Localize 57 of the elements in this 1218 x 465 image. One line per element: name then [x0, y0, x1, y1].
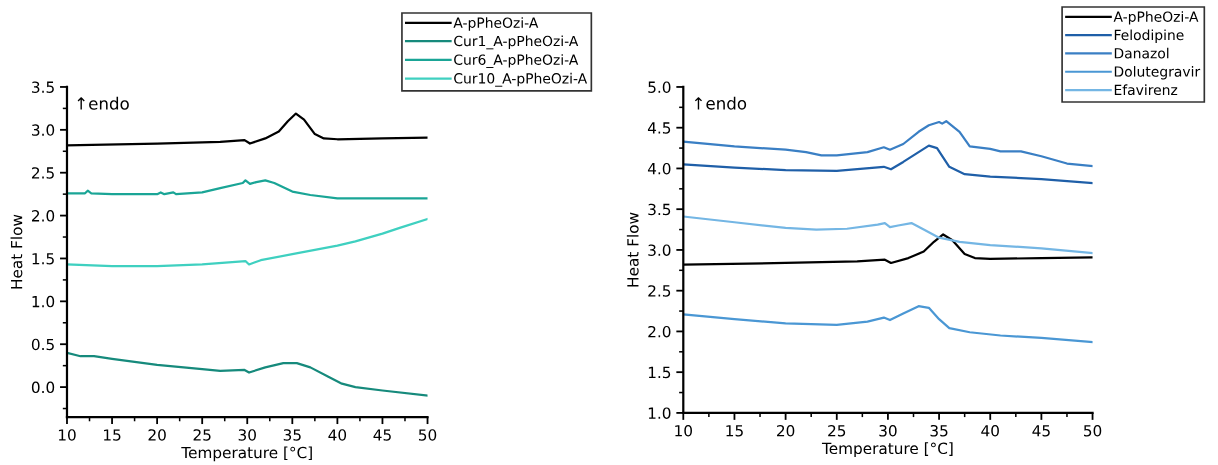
line-series [66, 217, 428, 268]
y-tick-label: 2.0 [32, 210, 55, 222]
y-tick-label: 3.0 [32, 124, 55, 136]
y-tick-label: 3.5 [32, 81, 54, 93]
y-tick-label: 3.5 [648, 203, 671, 216]
line-series [66, 351, 428, 397]
legend-label: A-pPheOzi-A [1113, 11, 1199, 25]
legend-label: Cur1_A-pPheOzi-A [454, 35, 579, 50]
x-axis-title: Temperature [°C] [821, 442, 953, 458]
x-tick-label: 25 [193, 429, 211, 441]
legend-label: Felodipine [1114, 29, 1184, 43]
legend-label: Danazol [1114, 47, 1169, 59]
y-tick-label: 5.0 [648, 81, 671, 93]
x-tick-label: 15 [104, 429, 121, 441]
x-tick-label: 20 [148, 429, 166, 441]
y-tick-label: 0.5 [31, 338, 54, 351]
y-tick-label: 3.0 [648, 244, 671, 256]
line-series [683, 305, 1093, 344]
x-tick-label: 40 [981, 425, 999, 437]
legend-label: Cur6_A-pPheOzi-A [454, 54, 579, 69]
x-tick-label: 30 [879, 425, 897, 437]
x-tick-label: 35 [930, 425, 948, 437]
y-tick-label: 4.5 [647, 122, 671, 134]
x-tick-label: 40 [328, 429, 347, 441]
x-tick-label: 50 [1084, 425, 1102, 437]
y-tick-label: 0.0 [31, 381, 55, 394]
x-tick-label: 45 [373, 429, 391, 441]
annotation: ↑endo [77, 96, 129, 110]
y-tick-label: 2.0 [648, 325, 671, 338]
y-tick-label: 4.0 [647, 162, 671, 175]
x-tick-label: 35 [283, 429, 301, 441]
y-tick-label: 1.0 [648, 407, 671, 419]
y-tick-label: 2.5 [648, 285, 671, 297]
x-tick-label: 45 [1032, 425, 1050, 437]
y-tick-label: 2.5 [32, 167, 54, 179]
line-series [683, 144, 1093, 185]
x-tick-label: 30 [238, 429, 256, 441]
x-tick-label: 25 [828, 425, 846, 437]
legend-label: Efavirenz [1114, 84, 1178, 96]
y-tick-label: 1.5 [32, 253, 54, 265]
line-series [683, 215, 1093, 255]
line-series [66, 179, 428, 200]
y-tick-label: 1.5 [648, 366, 671, 379]
annotation: ↑endo [694, 96, 747, 110]
x-tick-label: 15 [726, 425, 743, 437]
x-tick-label: 10 [675, 425, 692, 437]
y-tick-label: 1.0 [32, 295, 55, 308]
y-axis-title: Heat Flow [626, 212, 639, 287]
x-axis-title: Temperature [°C] [181, 446, 312, 462]
x-tick-label: 10 [58, 429, 76, 441]
legend-label: Dolutegravir [1114, 66, 1201, 80]
legend-label: A-pPheOzi-A [453, 17, 539, 31]
legend-label: Cur10_A-pPheOzi-A [454, 72, 588, 87]
y-axis-title: Heat Flow [10, 214, 23, 289]
line-series [683, 120, 1093, 168]
x-tick-label: 20 [777, 425, 795, 437]
x-tick-label: 50 [418, 429, 437, 441]
